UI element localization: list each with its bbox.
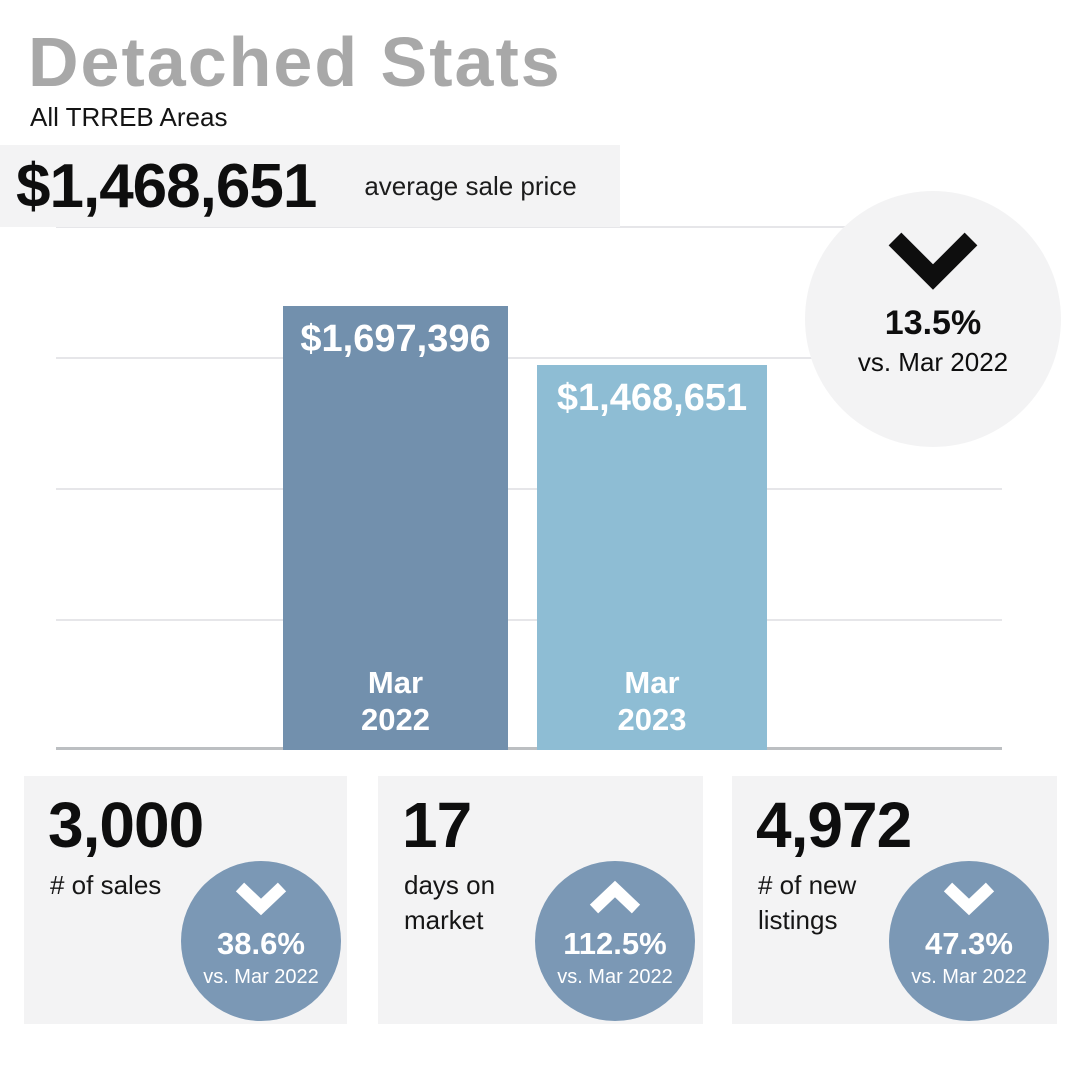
stat-card-sales: 3,000 # of sales 38.6% vs. Mar 2022 [24,776,347,1024]
price-change-percent: 13.5% [884,304,982,342]
page-subtitle: All TRREB Areas [30,102,228,132]
average-price-banner: $1,468,651 average sale price [0,145,620,227]
stat-label: days on market [404,870,496,935]
chevron-up-icon [585,879,645,922]
price-change-comparison: vs. Mar 2022 [857,347,1009,377]
stat-label: # of new listings [758,870,857,935]
chart-gridline [56,488,1002,490]
sales-change-badge: 38.6% vs. Mar 2022 [181,861,341,1021]
stat-card-new-listings: 4,972 # of new listings 47.3% vs. Mar 20… [732,776,1057,1024]
stat-change-percent: 38.6% [217,926,305,961]
bar-mar-2022: $1,697,396 Mar 2022 [283,306,508,750]
stat-label: # of sales [50,870,162,900]
bar-category-label: Mar 2023 [537,664,767,738]
stat-change-comparison: vs. Mar 2022 [911,966,1027,988]
bar-category-month: Mar [367,665,424,700]
bar-category-year: 2022 [361,702,430,737]
average-price-label: average sale price [364,170,577,201]
bar-category-label: Mar 2022 [283,664,508,738]
stat-change-percent: 47.3% [925,926,1013,961]
chart-gridline [56,357,1002,359]
bar-value-label: $1,697,396 [300,318,491,360]
chevron-down-icon [939,879,999,922]
stat-change-percent: 112.5% [563,926,667,961]
bar-category-year: 2023 [617,702,687,737]
average-price-value: $1,468,651 [16,151,317,221]
chevron-down-icon [883,229,983,296]
chart-gridline [56,226,1002,228]
bar-mar-2023: $1,468,651 Mar 2023 [537,365,767,750]
stat-value: 4,972 [756,789,912,861]
stat-change-comparison: vs. Mar 2022 [557,966,673,988]
stat-value: 3,000 [48,789,204,861]
chevron-down-icon [231,879,291,922]
stat-card-days-on-market: 17 days on market 112.5% vs. Mar 2022 [378,776,703,1024]
bar-category-month: Mar [624,665,680,700]
stat-value: 17 [402,789,472,861]
bar-value-label: $1,468,651 [556,377,748,419]
price-change-badge: 13.5% vs. Mar 2022 [805,191,1061,447]
stat-change-comparison: vs. Mar 2022 [203,966,319,988]
chart-axis-baseline [56,747,1002,750]
page-title: Detached Stats [28,23,562,101]
chart-gridline [56,619,1002,621]
days-change-badge: 112.5% vs. Mar 2022 [535,861,695,1021]
listings-change-badge: 47.3% vs. Mar 2022 [889,861,1049,1021]
